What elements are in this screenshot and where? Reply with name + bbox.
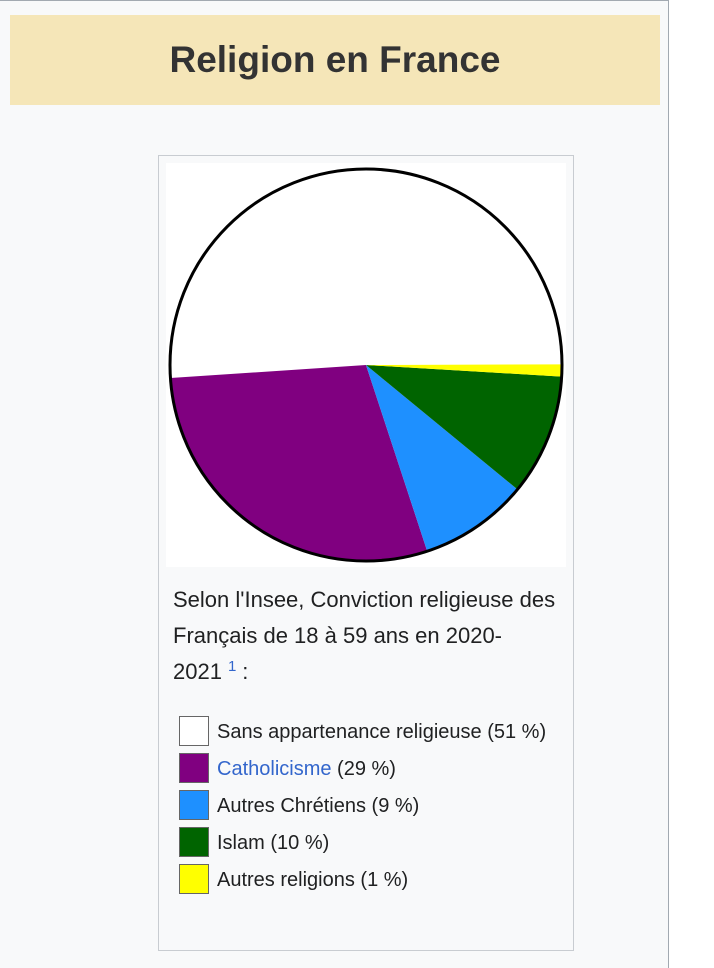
pie-slice-autres-religions xyxy=(366,364,562,377)
chart-legend: Sans appartenance religieuse (51 %) Cath… xyxy=(179,714,569,899)
legend-item-autres-religions: Autres religions (1 %) xyxy=(179,862,569,899)
legend-label: Autres religions xyxy=(217,869,355,891)
legend-label: Islam xyxy=(217,832,265,854)
legend-label: Sans appartenance religieuse xyxy=(217,721,482,743)
pie-chart xyxy=(168,167,564,563)
legend-swatch xyxy=(179,826,209,857)
legend-swatch xyxy=(179,752,209,783)
pie-chart-figure: Selon l'Insee, Conviction religieuse des… xyxy=(158,155,574,951)
chart-caption: Selon l'Insee, Conviction religieuse des… xyxy=(173,582,563,690)
legend-item-catholicisme: Catholicisme (29 %) xyxy=(179,751,569,788)
pie-outline xyxy=(168,167,564,563)
caption-text: Selon l'Insee, Conviction religieuse des… xyxy=(173,587,556,684)
religion-infobox: Religion en France Selon l'Insee, Convic… xyxy=(0,0,669,968)
legend-percent: (51 %) xyxy=(487,721,547,743)
pie-slice-sans-appartenance-religieuse xyxy=(169,168,562,378)
legend-percent: (10 %) xyxy=(270,832,330,854)
infobox-title-bar: Religion en France xyxy=(10,15,660,105)
pie-slice-catholicisme xyxy=(170,365,428,561)
pie-chart-area[interactable] xyxy=(166,163,566,567)
infobox-title: Religion en France xyxy=(169,39,501,80)
pie-slice-islam xyxy=(366,365,562,490)
legend-swatch xyxy=(179,789,209,820)
legend-item-islam: Islam (10 %) xyxy=(179,825,569,862)
legend-swatch xyxy=(179,715,209,746)
legend-percent: (9 %) xyxy=(371,795,420,817)
legend-item-sans-appartenance: Sans appartenance religieuse (51 %) xyxy=(179,714,569,751)
catholicisme-link[interactable]: Catholicisme xyxy=(217,758,332,780)
legend-swatch xyxy=(179,863,209,894)
legend-item-autres-chretiens: Autres Chrétiens (9 %) xyxy=(179,788,569,825)
legend-percent: (1 %) xyxy=(360,869,409,891)
reference-link[interactable]: 1 xyxy=(227,658,237,675)
legend-label: Autres Chrétiens xyxy=(217,795,366,817)
legend-percent: (29 %) xyxy=(337,758,396,780)
caption-suffix: : xyxy=(242,659,249,684)
pie-slice-autres-chr-tiens xyxy=(366,365,518,552)
